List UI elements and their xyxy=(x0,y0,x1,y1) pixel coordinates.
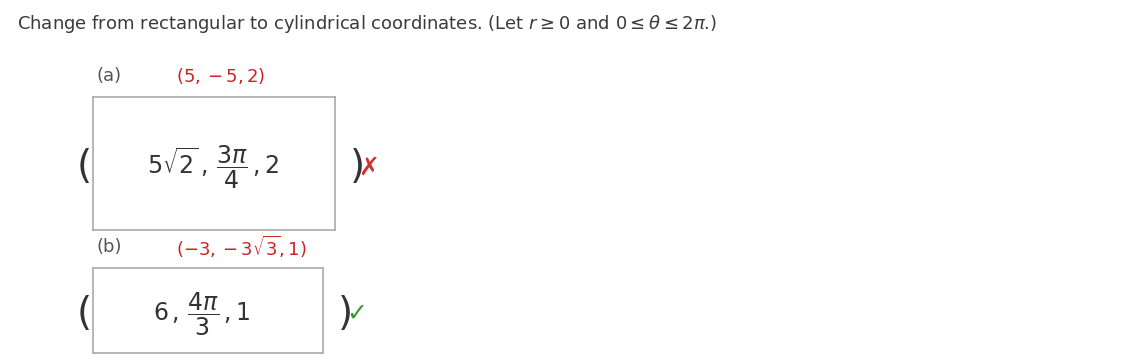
Text: (b): (b) xyxy=(96,238,121,256)
Text: ): ) xyxy=(338,295,354,333)
Text: (: ( xyxy=(76,148,92,186)
Text: ✗: ✗ xyxy=(358,156,379,179)
Text: $6\,,\,\dfrac{4\pi}{3}\,,1$: $6\,,\,\dfrac{4\pi}{3}\,,1$ xyxy=(153,290,251,338)
Text: $5\sqrt{2}\,,\,\dfrac{3\pi}{4}\,,2$: $5\sqrt{2}\,,\,\dfrac{3\pi}{4}\,,2$ xyxy=(147,144,279,191)
Text: ): ) xyxy=(349,148,365,186)
Text: (a): (a) xyxy=(96,67,121,85)
Text: $(-3, -3\sqrt{3}, 1)$: $(-3, -3\sqrt{3}, 1)$ xyxy=(176,234,306,260)
Text: (: ( xyxy=(76,295,92,333)
Text: ✓: ✓ xyxy=(347,302,367,326)
Text: Change from rectangular to cylindrical coordinates. (Let $r \geq 0$ and $0 \leq : Change from rectangular to cylindrical c… xyxy=(17,13,717,35)
Text: $(5, -5, 2)$: $(5, -5, 2)$ xyxy=(176,66,265,86)
